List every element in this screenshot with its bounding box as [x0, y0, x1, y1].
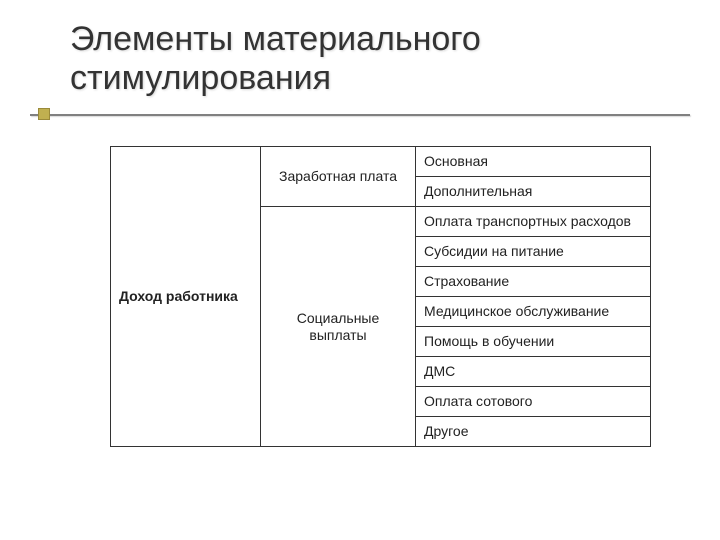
col3-cell: Другое — [416, 417, 651, 447]
col3-cell: Дополнительная — [416, 177, 651, 207]
col3-cell: Оплата сотового — [416, 387, 651, 417]
col3-cell: Страхование — [416, 267, 651, 297]
col3-cell: Оплата транспортных расходов — [416, 207, 651, 237]
col3-cell: Субсидии на питание — [416, 237, 651, 267]
incentives-table: Доход работника Заработная плата Основна… — [110, 146, 650, 447]
title-underline — [30, 114, 690, 116]
col3-cell: Основная — [416, 147, 651, 177]
col3-cell: Помощь в обучении — [416, 327, 651, 357]
table-row: Доход работника Заработная плата Основна… — [111, 147, 651, 177]
slide-title-area: Элементы материального стимулирования — [70, 20, 680, 98]
table: Доход работника Заработная плата Основна… — [110, 146, 651, 447]
col2-group-salary: Заработная плата — [261, 147, 416, 207]
col2-group-social: Социальные выплаты — [261, 207, 416, 447]
col3-cell: Медицинское обслуживание — [416, 297, 651, 327]
accent-square-icon — [38, 108, 50, 120]
slide-title: Элементы материального стимулирования — [70, 20, 680, 98]
col1-header: Доход работника — [111, 147, 261, 447]
col3-cell: ДМС — [416, 357, 651, 387]
